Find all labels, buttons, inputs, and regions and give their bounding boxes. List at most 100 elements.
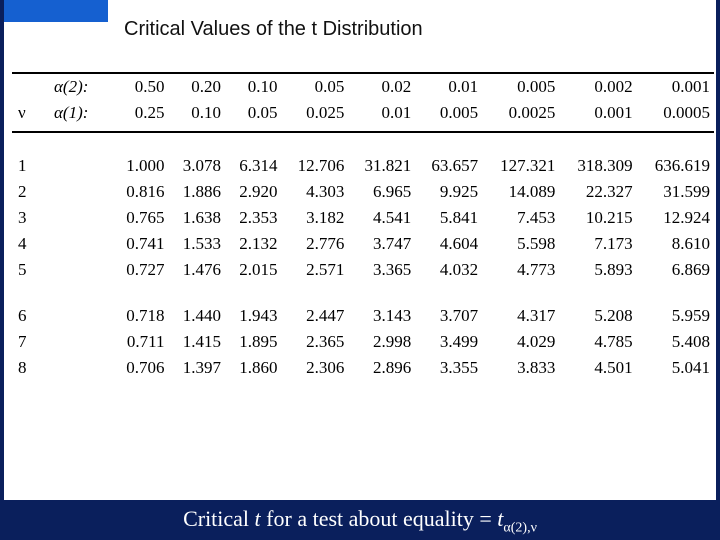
cell: 2.015	[225, 257, 282, 283]
cell: 0.711	[112, 329, 169, 355]
table-row: 5 0.727 1.476 2.015 2.571 3.365 4.032 4.…	[12, 257, 714, 283]
cell: 12.924	[637, 205, 714, 231]
table-row: 7 0.711 1.415 1.895 2.365 2.998 3.499 4.…	[12, 329, 714, 355]
cell: 12.706	[282, 153, 349, 179]
alpha1-val: 0.0005	[637, 100, 714, 132]
cell: 3.499	[415, 329, 482, 355]
cell: 2.132	[225, 231, 282, 257]
cell: 4.541	[348, 205, 415, 231]
cell: 2.998	[348, 329, 415, 355]
cell: 5.598	[482, 231, 559, 257]
table-row: 6 0.718 1.440 1.943 2.447 3.143 3.707 4.…	[12, 303, 714, 329]
cell: 63.657	[415, 153, 482, 179]
cell: 1.476	[169, 257, 226, 283]
cell: 4.501	[559, 355, 636, 381]
cell: 4.785	[559, 329, 636, 355]
alpha1-val: 0.001	[559, 100, 636, 132]
cell: 1.415	[169, 329, 226, 355]
cell: 1.895	[225, 329, 282, 355]
cell: 8.610	[637, 231, 714, 257]
alpha2-val: 0.02	[348, 73, 415, 100]
cell: 5.041	[637, 355, 714, 381]
cell: 14.089	[482, 179, 559, 205]
cell: 6.965	[348, 179, 415, 205]
cell: 2.447	[282, 303, 349, 329]
nu-val: 6	[12, 303, 50, 329]
nu-val: 4	[12, 231, 50, 257]
cell: 5.408	[637, 329, 714, 355]
alpha2-val: 0.002	[559, 73, 636, 100]
cell: 318.309	[559, 153, 636, 179]
cell: 2.571	[282, 257, 349, 283]
cell: 4.303	[282, 179, 349, 205]
cell: 3.078	[169, 153, 226, 179]
cell: 2.920	[225, 179, 282, 205]
cell: 31.599	[637, 179, 714, 205]
cell: 1.943	[225, 303, 282, 329]
alpha1-val: 0.01	[348, 100, 415, 132]
alpha2-val: 0.05	[282, 73, 349, 100]
nu-symbol: ν	[12, 100, 50, 132]
caption: Critical t for a test about equality = t…	[0, 506, 720, 536]
cell: 1.638	[169, 205, 226, 231]
cell: 6.314	[225, 153, 282, 179]
alpha2-label: α(2):	[50, 73, 112, 100]
cell: 0.706	[112, 355, 169, 381]
cell: 127.321	[482, 153, 559, 179]
cell: 6.869	[637, 257, 714, 283]
cell: 3.747	[348, 231, 415, 257]
cell: 1.886	[169, 179, 226, 205]
table-row: 8 0.706 1.397 1.860 2.306 2.896 3.355 3.…	[12, 355, 714, 381]
cell: 4.604	[415, 231, 482, 257]
alpha1-label: α(1):	[50, 100, 112, 132]
nu-val: 1	[12, 153, 50, 179]
alpha2-val: 0.20	[169, 73, 226, 100]
table-title: Critical Values of the t Distribution	[124, 18, 423, 41]
cell: 0.765	[112, 205, 169, 231]
alpha1-val: 0.0025	[482, 100, 559, 132]
cell: 3.365	[348, 257, 415, 283]
cell: 2.896	[348, 355, 415, 381]
alpha1-val: 0.10	[169, 100, 226, 132]
alpha1-val: 0.25	[112, 100, 169, 132]
cell: 0.718	[112, 303, 169, 329]
table-panel: Critical Values of the t Distribution α(…	[4, 0, 716, 500]
alpha1-val: 0.05	[225, 100, 282, 132]
cell: 4.317	[482, 303, 559, 329]
caption-sub: α(2),ν	[503, 520, 537, 535]
alpha2-val: 0.50	[112, 73, 169, 100]
cell: 10.215	[559, 205, 636, 231]
cell: 3.707	[415, 303, 482, 329]
cell: 1.533	[169, 231, 226, 257]
alpha2-val: 0.01	[415, 73, 482, 100]
blank-cell	[12, 73, 50, 100]
cell: 4.029	[482, 329, 559, 355]
table-row: 2 0.816 1.886 2.920 4.303 6.965 9.925 14…	[12, 179, 714, 205]
cell: 3.833	[482, 355, 559, 381]
cell: 1.397	[169, 355, 226, 381]
cell: 3.182	[282, 205, 349, 231]
alpha1-val: 0.005	[415, 100, 482, 132]
cell: 5.893	[559, 257, 636, 283]
table-row: 3 0.765 1.638 2.353 3.182 4.541 5.841 7.…	[12, 205, 714, 231]
cell: 0.741	[112, 231, 169, 257]
cell: 5.208	[559, 303, 636, 329]
nu-val: 5	[12, 257, 50, 283]
cell: 7.453	[482, 205, 559, 231]
table-row: 4 0.741 1.533 2.132 2.776 3.747 4.604 5.…	[12, 231, 714, 257]
alpha2-val: 0.10	[225, 73, 282, 100]
alpha2-val: 0.005	[482, 73, 559, 100]
cell: 2.365	[282, 329, 349, 355]
cell: 2.353	[225, 205, 282, 231]
cell: 3.355	[415, 355, 482, 381]
cell: 1.000	[112, 153, 169, 179]
cell: 7.173	[559, 231, 636, 257]
cell: 3.143	[348, 303, 415, 329]
nu-val: 3	[12, 205, 50, 231]
header-swatch	[4, 0, 108, 22]
cell: 1.440	[169, 303, 226, 329]
caption-mid: for a test about equality =	[261, 506, 498, 531]
table-row: 1 1.000 3.078 6.314 12.706 31.821 63.657…	[12, 153, 714, 179]
cell: 1.860	[225, 355, 282, 381]
nu-val: 8	[12, 355, 50, 381]
